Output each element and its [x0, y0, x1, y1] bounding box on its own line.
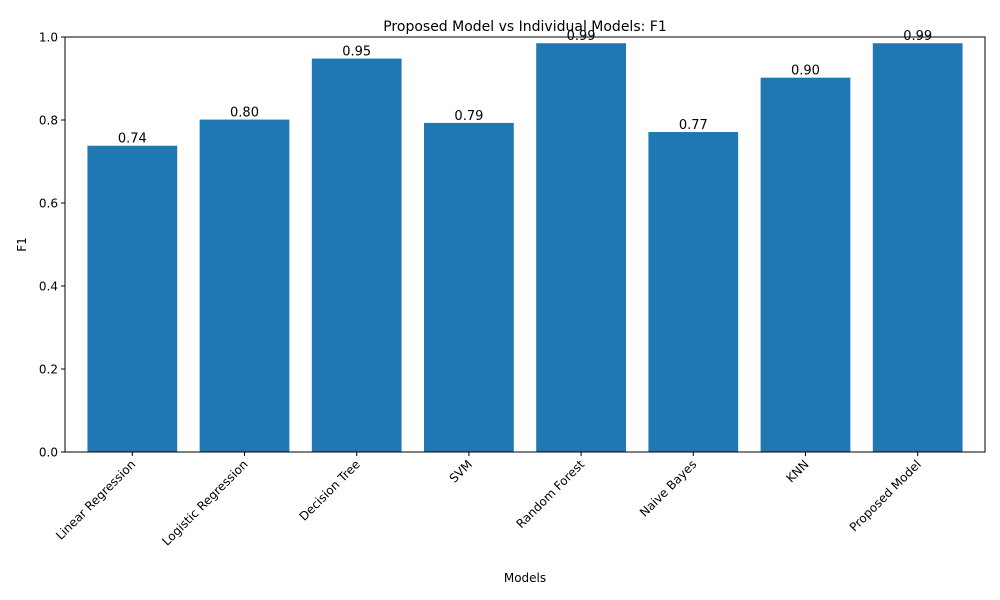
y-tick-label: 0.0 — [39, 446, 58, 460]
bars-group — [87, 43, 963, 453]
data-label-svm: 0.79 — [454, 109, 483, 124]
y-tick-label: 0.4 — [39, 280, 58, 294]
x-axis: Linear Regression Logistic Regression Deci… — [53, 452, 924, 549]
chart-title: Proposed Model vs Individual Models: F1 — [383, 19, 667, 35]
bar-logistic-regression — [199, 119, 290, 453]
x-tick-label-svm: SVM — [447, 457, 475, 485]
y-axis: 0.0 0.2 0.4 0.6 0.8 1.0 — [39, 31, 65, 460]
bar-svm — [424, 122, 514, 452]
x-tick-label-knn: KNN — [783, 457, 811, 485]
x-axis-label: Models — [504, 571, 546, 585]
x-tick-label-logistic-regression: Logistic Regression — [159, 457, 250, 548]
y-tick-label: 1.0 — [39, 31, 58, 45]
x-tick-label-random-forest: Random Forest — [513, 457, 587, 531]
y-tick-label: 0.2 — [39, 363, 58, 377]
data-label-decision-tree: 0.95 — [342, 45, 371, 60]
x-tick-label-decision-tree: Decision Tree — [296, 457, 362, 523]
plot-frame — [64, 36, 986, 453]
bar-linear-regression — [87, 145, 178, 453]
y-tick-label: 0.6 — [39, 197, 58, 211]
data-labels-group: 0.740.800.950.790.990.770.900.99 — [118, 29, 932, 147]
y-tick-label: 0.8 — [39, 114, 58, 128]
bar-decision-tree — [311, 58, 402, 452]
data-label-logistic-regression: 0.80 — [230, 106, 259, 121]
x-tick-label-naive-bayes: Naive Bayes — [637, 457, 699, 519]
bar-knn — [760, 77, 851, 453]
bar-random-forest — [536, 43, 626, 452]
x-tick-label-linear-regression: Linear Regression — [53, 457, 138, 542]
data-label-knn: 0.90 — [791, 64, 820, 79]
data-label-linear-regression: 0.74 — [118, 132, 147, 147]
x-tick-label-proposed-model: Proposed Model — [847, 457, 924, 534]
data-label-naive-bayes: 0.77 — [679, 118, 708, 133]
bar-proposed-model — [872, 43, 963, 452]
y-axis-label: F1 — [15, 237, 29, 252]
bar-naive-bayes — [648, 132, 739, 452]
